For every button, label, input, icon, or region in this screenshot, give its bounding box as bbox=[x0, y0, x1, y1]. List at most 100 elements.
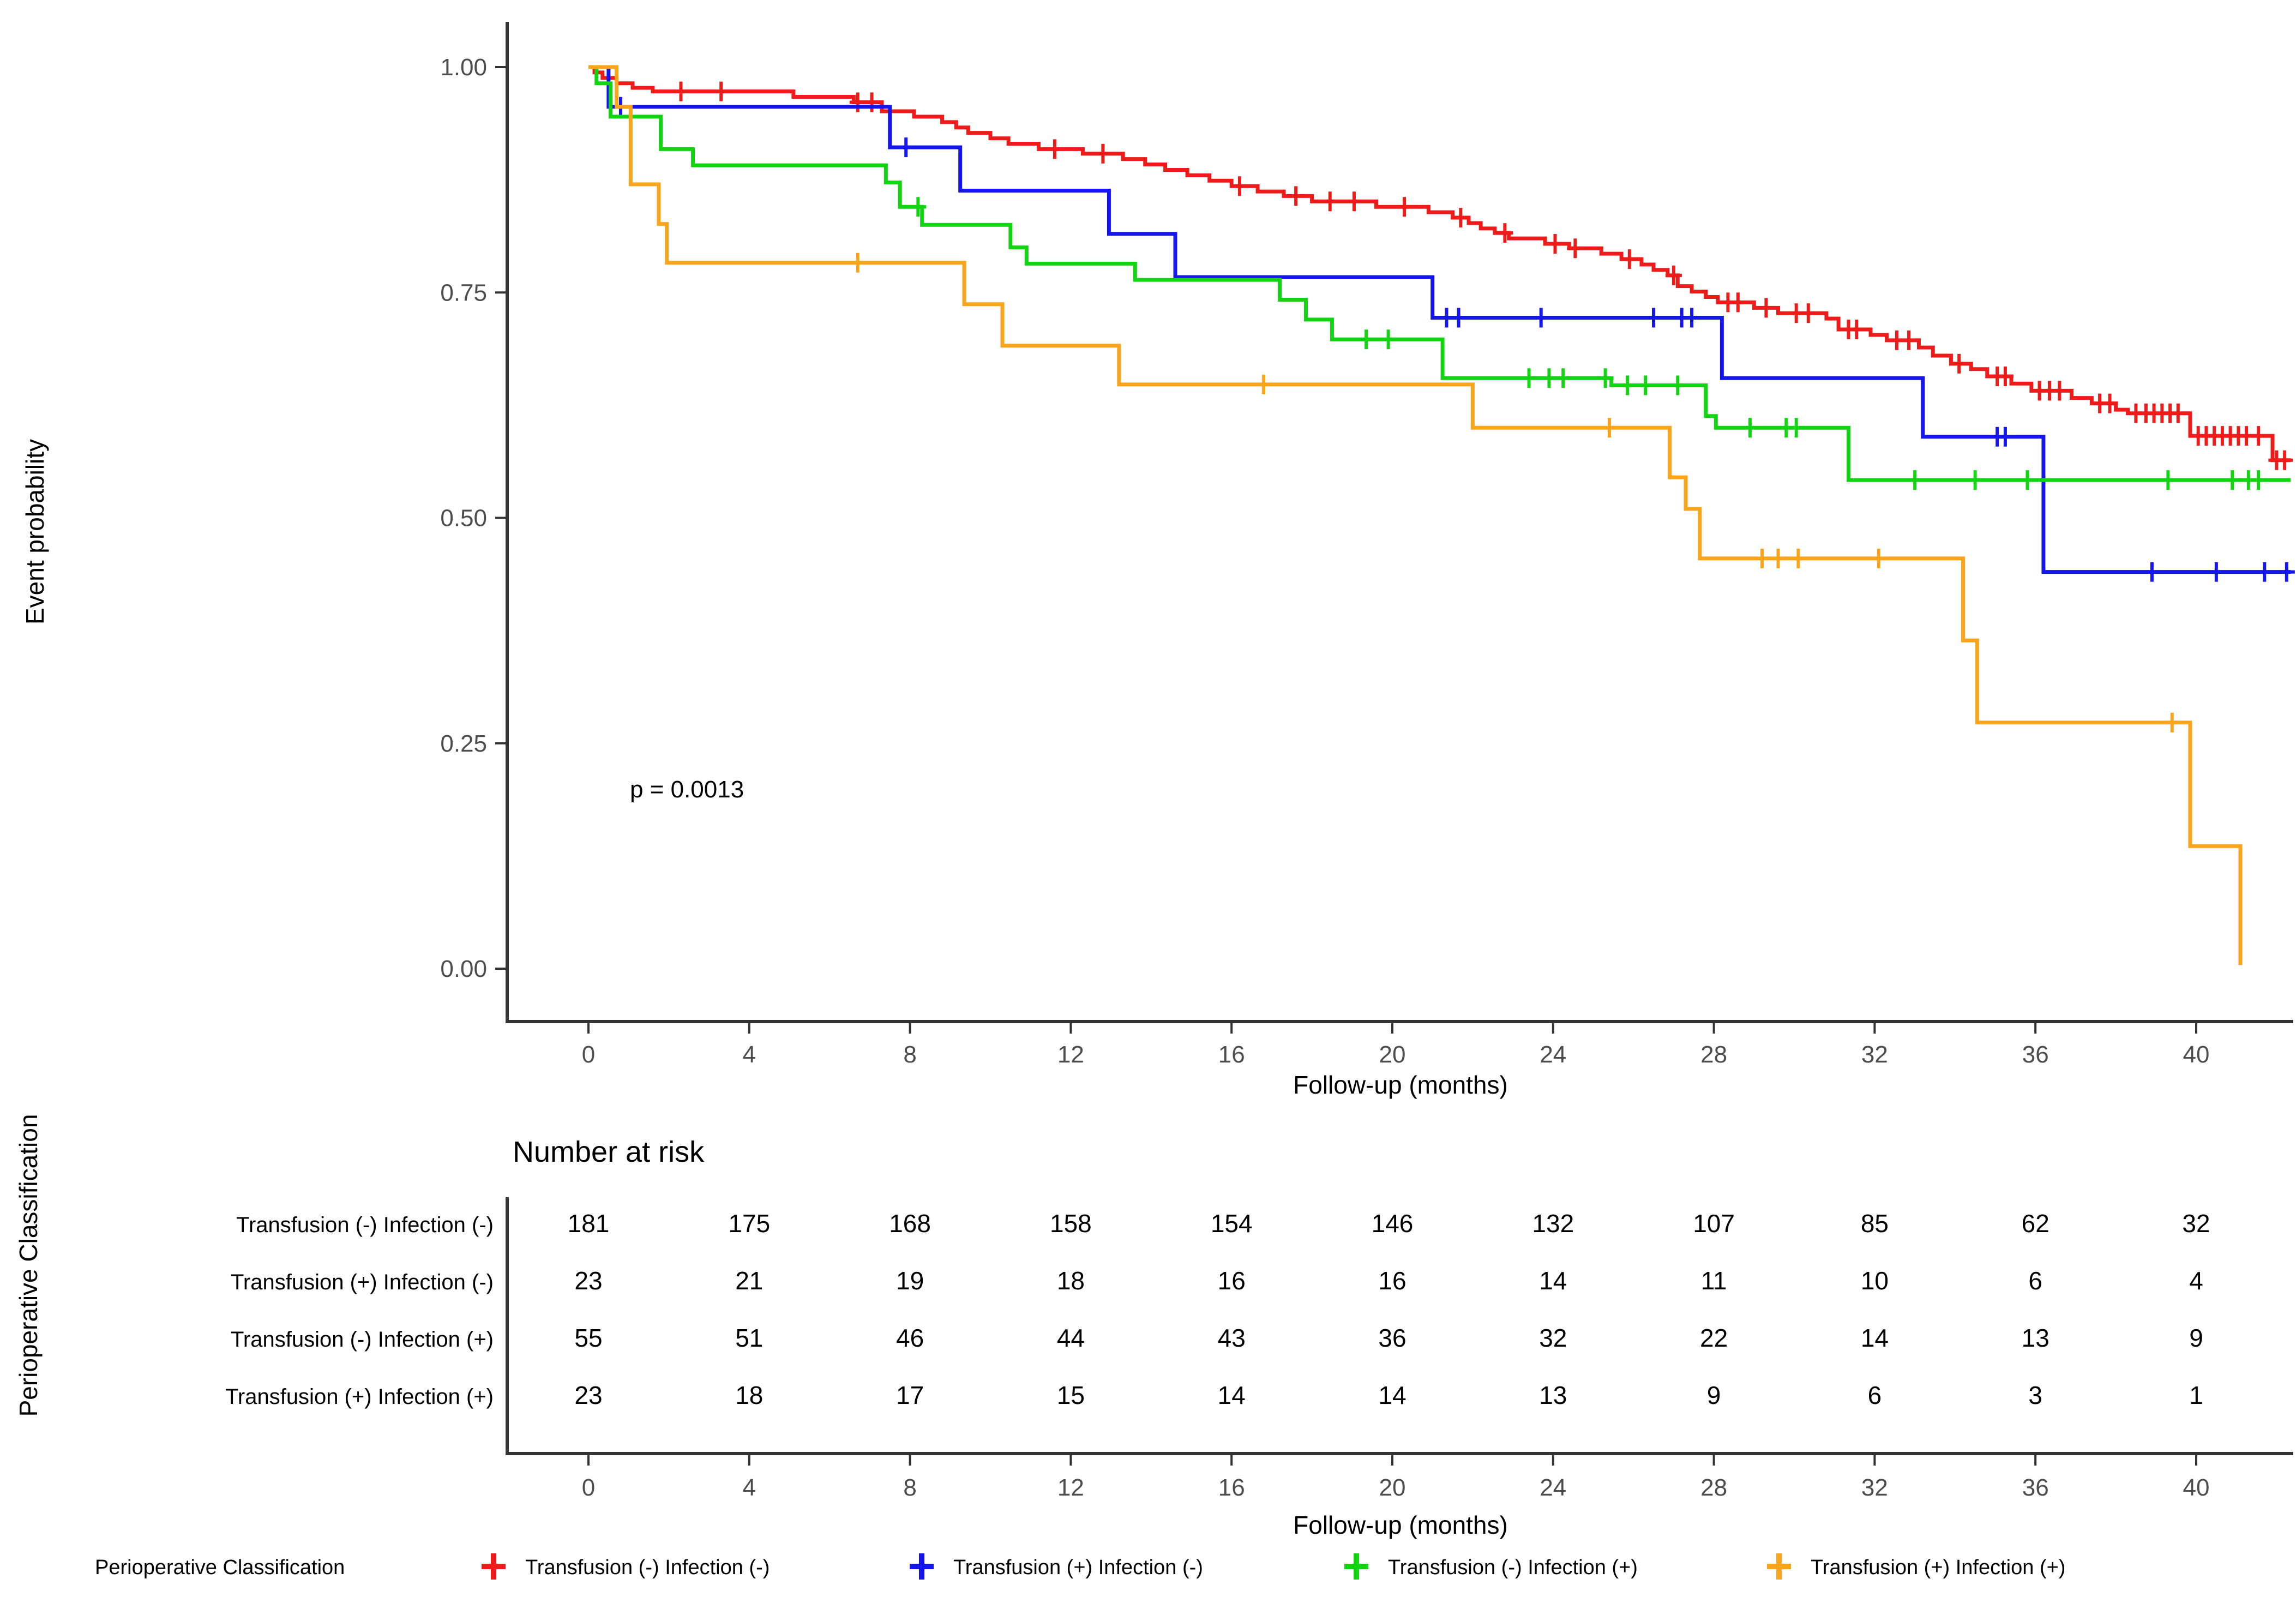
risk-row-transfusion-infection: Transfusion (-) Infection (+) 55 51 46 44 43 3… bbox=[231, 1324, 2203, 1352]
risk-count: 14 bbox=[1218, 1381, 1246, 1409]
risk-count: 4 bbox=[2189, 1266, 2203, 1295]
risk-count: 3 bbox=[2028, 1381, 2042, 1409]
risk-count: 43 bbox=[1218, 1324, 1246, 1352]
survival-curve bbox=[588, 65, 2291, 482]
risk-x-tick-label: 4 bbox=[743, 1474, 756, 1501]
risk-count: 16 bbox=[1378, 1266, 1406, 1295]
risk-count: 14 bbox=[1539, 1266, 1567, 1295]
risk-x-tick-label: 12 bbox=[1057, 1474, 1084, 1501]
legend-entry-label: Transfusion (-) Infection (-) bbox=[525, 1556, 770, 1579]
risk-row-transfusion-infection: Transfusion (+) Infection (+) 23 18 17 15 14 1… bbox=[225, 1381, 2203, 1409]
x-tick-label: 28 bbox=[1700, 1041, 1727, 1068]
survival-curve bbox=[588, 65, 2291, 574]
risk-count: 168 bbox=[889, 1209, 931, 1238]
x-tick-label: 8 bbox=[903, 1041, 916, 1068]
p-value-annotation: p = 0.0013 bbox=[630, 776, 744, 803]
risk-x-tick-label: 40 bbox=[2183, 1474, 2210, 1501]
risk-count: 32 bbox=[1539, 1324, 1567, 1352]
y-tick-label: 1.00 bbox=[440, 54, 487, 81]
censor-marks bbox=[910, 197, 2267, 490]
legend-entries: Transfusion (-) Infection (-) Transfusion… bbox=[482, 1553, 2065, 1580]
risk-count: 17 bbox=[896, 1381, 924, 1409]
risk-count: 175 bbox=[728, 1209, 770, 1238]
risk-count: 13 bbox=[2022, 1324, 2049, 1352]
x-tick-label: 20 bbox=[1379, 1041, 1406, 1068]
x-axis-ticks: 0 4 8 12 16 20 24 28 32 36 40 bbox=[582, 1022, 2209, 1068]
risk-count: 9 bbox=[2189, 1324, 2203, 1352]
risk-count: 21 bbox=[735, 1266, 763, 1295]
y-axis-ticks: 1.00 0.75 0.50 0.25 0.00 bbox=[440, 54, 507, 982]
risk-count: 107 bbox=[1693, 1209, 1735, 1238]
risk-count: 154 bbox=[1211, 1209, 1253, 1238]
main-plot-axes bbox=[506, 22, 2293, 1023]
risk-count: 16 bbox=[1218, 1266, 1246, 1295]
risk-count: 13 bbox=[1539, 1381, 1567, 1409]
risk-row-label: Transfusion (-) Infection (-) bbox=[236, 1213, 494, 1237]
y-tick-label: 0.50 bbox=[440, 505, 487, 532]
risk-count: 18 bbox=[735, 1381, 763, 1409]
risk-count: 85 bbox=[1861, 1209, 1889, 1238]
x-tick-label: 32 bbox=[1861, 1041, 1888, 1068]
risk-count: 55 bbox=[574, 1324, 602, 1352]
risk-count: 36 bbox=[1378, 1324, 1406, 1352]
risk-count: 19 bbox=[896, 1266, 924, 1295]
legend-entry-label: Transfusion (+) Infection (+) bbox=[1811, 1556, 2065, 1579]
risk-count: 62 bbox=[2022, 1209, 2049, 1238]
risk-row-transfusion-infection: Transfusion (+) Infection (-) 23 21 19 18 16 1… bbox=[231, 1266, 2203, 1295]
series-transfusion-infection bbox=[588, 65, 2291, 490]
risk-count: 181 bbox=[568, 1209, 610, 1238]
x-tick-label: 12 bbox=[1057, 1041, 1084, 1068]
risk-table-axes bbox=[506, 1197, 2293, 1455]
risk-count: 6 bbox=[2028, 1266, 2042, 1295]
x-tick-label: 36 bbox=[2022, 1041, 2049, 1068]
risk-x-tick-label: 16 bbox=[1218, 1474, 1245, 1501]
legend-entry-label: Transfusion (-) Infection (+) bbox=[1388, 1556, 1638, 1579]
risk-count: 11 bbox=[1701, 1266, 1727, 1295]
number-at-risk-title: Number at risk bbox=[513, 1136, 705, 1168]
risk-count: 22 bbox=[1700, 1324, 1728, 1352]
risk-table-group-axis-title: Perioperative Classification bbox=[14, 1114, 43, 1417]
risk-count: 14 bbox=[1861, 1324, 1889, 1352]
risk-x-tick-label: 28 bbox=[1700, 1474, 1727, 1501]
risk-row-label: Transfusion (-) Infection (+) bbox=[231, 1328, 494, 1352]
risk-count: 14 bbox=[1378, 1381, 1406, 1409]
risk-x-tick-label: 0 bbox=[582, 1474, 595, 1501]
x-tick-label: 0 bbox=[582, 1041, 595, 1068]
risk-x-tick-label: 36 bbox=[2022, 1474, 2049, 1501]
risk-count: 18 bbox=[1057, 1266, 1085, 1295]
y-tick-label: 0.00 bbox=[440, 956, 487, 982]
legend-entry-label: Transfusion (+) Infection (-) bbox=[953, 1556, 1203, 1579]
risk-count: 46 bbox=[896, 1324, 924, 1352]
x-axis-title: Follow-up (months) bbox=[1293, 1071, 1508, 1099]
risk-count: 132 bbox=[1532, 1209, 1574, 1238]
y-tick-label: 0.75 bbox=[440, 279, 487, 306]
risk-count: 51 bbox=[735, 1324, 763, 1352]
series-transfusion-infection bbox=[588, 65, 2295, 582]
risk-count: 32 bbox=[2182, 1209, 2210, 1238]
legend-entry-transfusion-infection: Transfusion (-) Infection (-) bbox=[482, 1553, 770, 1580]
risk-table-x-axis-title: Follow-up (months) bbox=[1293, 1511, 1508, 1539]
survival-curve bbox=[588, 65, 2243, 965]
series-transfusion-infection bbox=[588, 65, 2243, 965]
risk-row-transfusion-infection: Transfusion (-) Infection (-) 181 175 168 15… bbox=[236, 1209, 2210, 1238]
risk-row-label: Transfusion (+) Infection (+) bbox=[225, 1385, 494, 1409]
legend-entry-transfusion-infection: Transfusion (-) Infection (+) bbox=[1344, 1553, 1638, 1580]
legend-entry-transfusion-infection: Transfusion (+) Infection (-) bbox=[910, 1553, 1203, 1580]
legend-title: Perioperative Classification bbox=[95, 1556, 345, 1579]
risk-count: 9 bbox=[1707, 1381, 1721, 1409]
risk-count: 1 bbox=[2189, 1381, 2203, 1409]
risk-x-tick-label: 32 bbox=[1861, 1474, 1888, 1501]
risk-row-label: Transfusion (+) Infection (-) bbox=[231, 1270, 494, 1294]
x-tick-label: 4 bbox=[743, 1041, 756, 1068]
legend-entry-transfusion-infection: Transfusion (+) Infection (+) bbox=[1767, 1553, 2065, 1580]
risk-count: 146 bbox=[1372, 1209, 1414, 1238]
censor-marks bbox=[849, 253, 2180, 733]
censor-marks bbox=[672, 81, 2293, 470]
risk-count: 15 bbox=[1057, 1381, 1085, 1409]
x-tick-label: 24 bbox=[1540, 1041, 1566, 1068]
y-tick-label: 0.25 bbox=[440, 730, 487, 757]
risk-count: 23 bbox=[574, 1266, 602, 1295]
